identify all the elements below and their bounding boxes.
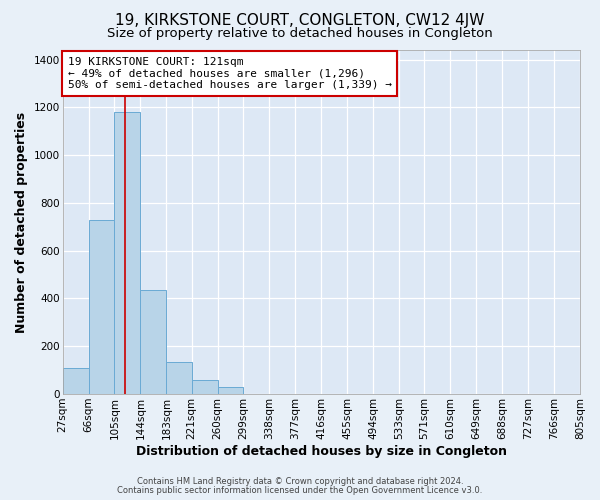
Bar (191, 380, 218, 394)
Bar (166, 362, 191, 394)
X-axis label: Distribution of detached houses by size in Congleton: Distribution of detached houses by size … (136, 444, 507, 458)
Bar (218, 387, 244, 394)
Bar (89, 220, 115, 394)
Bar (115, 112, 140, 394)
Bar (62, 368, 89, 394)
Text: Contains HM Land Registry data © Crown copyright and database right 2024.: Contains HM Land Registry data © Crown c… (137, 477, 463, 486)
Text: 19 KIRKSTONE COURT: 121sqm
← 49% of detached houses are smaller (1,296)
50% of s: 19 KIRKSTONE COURT: 121sqm ← 49% of deta… (68, 57, 392, 90)
Bar (140, 290, 166, 394)
Y-axis label: Number of detached properties: Number of detached properties (15, 112, 28, 332)
Text: Contains public sector information licensed under the Open Government Licence v3: Contains public sector information licen… (118, 486, 482, 495)
Text: 19, KIRKSTONE COURT, CONGLETON, CW12 4JW: 19, KIRKSTONE COURT, CONGLETON, CW12 4JW (115, 12, 485, 28)
Text: Size of property relative to detached houses in Congleton: Size of property relative to detached ho… (107, 28, 493, 40)
